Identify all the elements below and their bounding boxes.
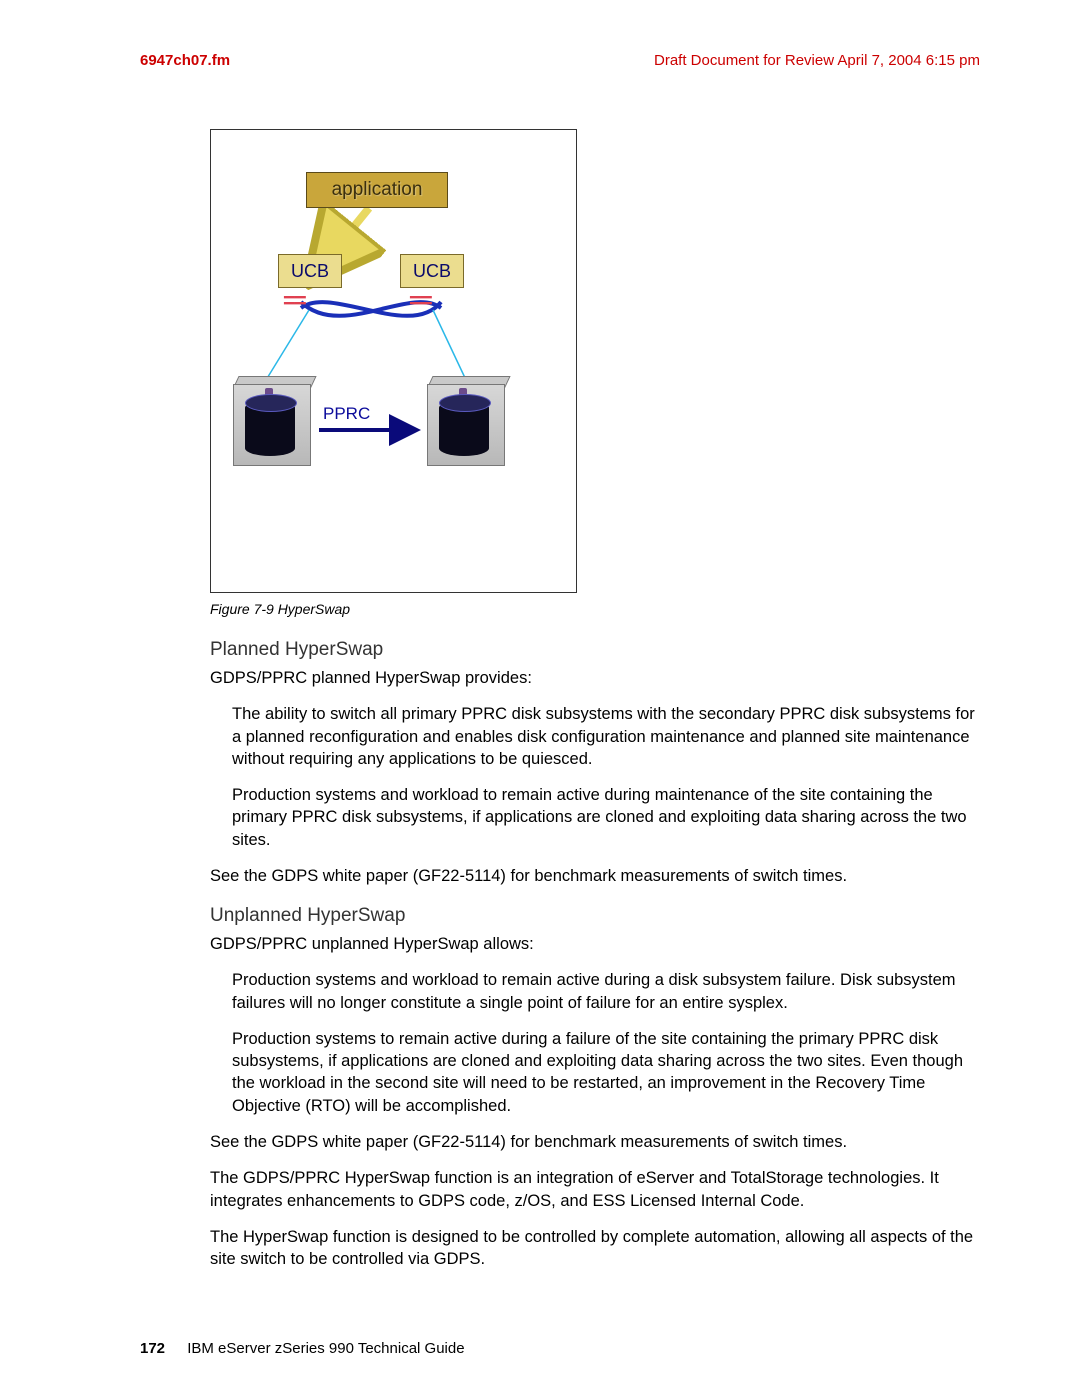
unplanned-ref: See the GDPS white paper (GF22-5114) for…: [210, 1131, 980, 1153]
server-secondary: [419, 376, 511, 472]
page-number: 172: [140, 1340, 165, 1357]
cut-mark-left: ==: [283, 288, 305, 314]
planned-p2: Production systems and workload to remai…: [232, 784, 980, 851]
planned-intro: GDPS/PPRC planned HyperSwap provides:: [210, 667, 980, 689]
unplanned-p3: The GDPS/PPRC HyperSwap function is an i…: [210, 1167, 980, 1212]
footer-title: IBM eServer zSeries 990 Technical Guide: [187, 1340, 464, 1357]
figure-caption: Figure 7-9 HyperSwap: [210, 601, 980, 617]
header-draft-note: Draft Document for Review April 7, 2004 …: [654, 52, 980, 69]
ucb-box-left: UCB: [278, 254, 342, 288]
heading-unplanned: Unplanned HyperSwap: [210, 905, 980, 927]
ucb-box-right: UCB: [400, 254, 464, 288]
application-box: application: [306, 172, 448, 208]
unplanned-p1: Production systems and workload to remai…: [232, 969, 980, 1014]
page-header: 6947ch07.fm Draft Document for Review Ap…: [140, 52, 980, 69]
heading-planned: Planned HyperSwap: [210, 639, 980, 661]
unplanned-intro: GDPS/PPRC unplanned HyperSwap allows:: [210, 933, 980, 955]
server-primary: [225, 376, 317, 472]
header-filename: 6947ch07.fm: [140, 52, 230, 69]
unplanned-p4: The HyperSwap function is designed to be…: [210, 1226, 980, 1271]
page-footer: 172 IBM eServer zSeries 990 Technical Gu…: [140, 1340, 465, 1357]
unplanned-p2: Production systems to remain active duri…: [232, 1028, 980, 1117]
figure-hyperswap: application UCB UCB == == PPRC: [210, 129, 577, 593]
planned-ref: See the GDPS white paper (GF22-5114) for…: [210, 865, 980, 887]
planned-p1: The ability to switch all primary PPRC d…: [232, 703, 980, 770]
pprc-label: PPRC: [323, 404, 370, 424]
cut-mark-right: ==: [409, 288, 431, 314]
